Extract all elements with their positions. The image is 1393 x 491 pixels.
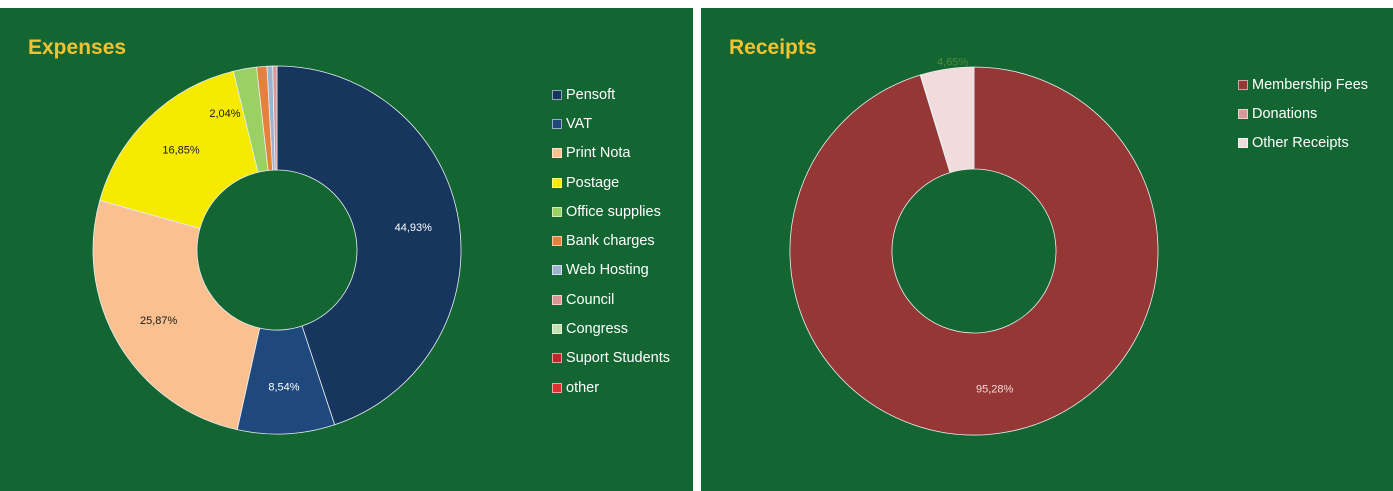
legend-label: Web Hosting (566, 262, 649, 279)
legend-label: VAT (566, 115, 593, 132)
legend-item-vat: VAT (552, 109, 670, 138)
data-label-vat: 8,54% (268, 382, 299, 394)
slice-pensoft (276, 65, 462, 426)
legend-label: Donations (1252, 105, 1318, 122)
legend-swatch (1238, 108, 1248, 119)
legend-swatch (552, 148, 562, 159)
data-label-pensoft: 44,93% (395, 222, 433, 234)
legend-item-other: other (552, 373, 670, 402)
legend-swatch (552, 324, 562, 335)
legend-item-congress: Congress (552, 314, 670, 343)
legend-swatch (552, 206, 562, 217)
legend-item-postage: Postage (552, 168, 670, 197)
data-label-print-nota: 25,87% (140, 315, 178, 327)
legend-item-donations: Donations (1238, 99, 1368, 128)
legend-swatch (1238, 79, 1248, 90)
expenses-legend: Pensoft VAT Print Nota Postage Office suppli… (552, 80, 670, 402)
legend-item-office-supplies: Office supplies (552, 197, 670, 226)
legend-label: Office supplies (566, 203, 661, 220)
legend-swatch (552, 265, 562, 276)
slice-membership-fees (789, 66, 1159, 436)
data-label-postage: 16,85% (162, 145, 200, 157)
legend-label: Council (566, 291, 615, 308)
legend-swatch (552, 118, 562, 129)
legend-item-web-hosting: Web Hosting (552, 256, 670, 285)
data-label-other-receipts: 4,65% (937, 56, 968, 68)
slice-council (272, 65, 278, 171)
slice-other-receipts (920, 66, 975, 173)
legend-label: Suport Students (566, 350, 670, 367)
legend-item-membership-fees: Membership Fees (1238, 70, 1368, 99)
expenses-panel: 44,93% 8,54% 25,87% 16,85% 2,04% Expenses Pe… (0, 8, 693, 491)
legend-swatch (552, 353, 562, 364)
data-label-membership-fees: 95,28% (976, 383, 1014, 395)
legend-swatch (552, 294, 562, 305)
legend-label: Postage (566, 174, 620, 191)
legend-swatch (1238, 137, 1248, 148)
data-label-office-supplies: 2,04% (209, 108, 240, 120)
legend-label: Print Nota (566, 145, 631, 162)
legend-label: Pensoft (566, 86, 616, 103)
receipts-title: Receipts (729, 36, 817, 59)
slice-postage (99, 70, 259, 229)
receipts-legend: Membership Fees Donations Other Receipts (1238, 70, 1368, 157)
expenses-title: Expenses (28, 36, 127, 59)
legend-label: Bank charges (566, 233, 655, 250)
legend-label: other (566, 379, 600, 396)
legend-label: Other Receipts (1252, 134, 1349, 151)
legend-item-bank-charges: Bank charges (552, 226, 670, 255)
legend-item-pensoft: Pensoft (552, 80, 670, 109)
legend-swatch (552, 236, 562, 247)
expenses-donut-chart: 44,93% 8,54% 25,87% 16,85% 2,04% (92, 65, 462, 435)
legend-swatch (552, 177, 562, 188)
legend-item-other-receipts: Other Receipts (1238, 128, 1368, 157)
legend-swatch (552, 382, 562, 393)
legend-item-suport-students: Suport Students (552, 344, 670, 373)
legend-label: Membership Fees (1252, 76, 1369, 93)
legend-swatch (552, 89, 562, 100)
legend-item-print-nota: Print Nota (552, 139, 670, 168)
legend-label: Congress (566, 321, 629, 338)
receipts-donut-chart: 95,28% 4,65% (789, 56, 1159, 436)
slice-print-nota (92, 199, 261, 431)
legend-item-council: Council (552, 285, 670, 314)
receipts-panel: 95,28% 4,65% Receipts Membership Fees Dona… (701, 8, 1393, 491)
